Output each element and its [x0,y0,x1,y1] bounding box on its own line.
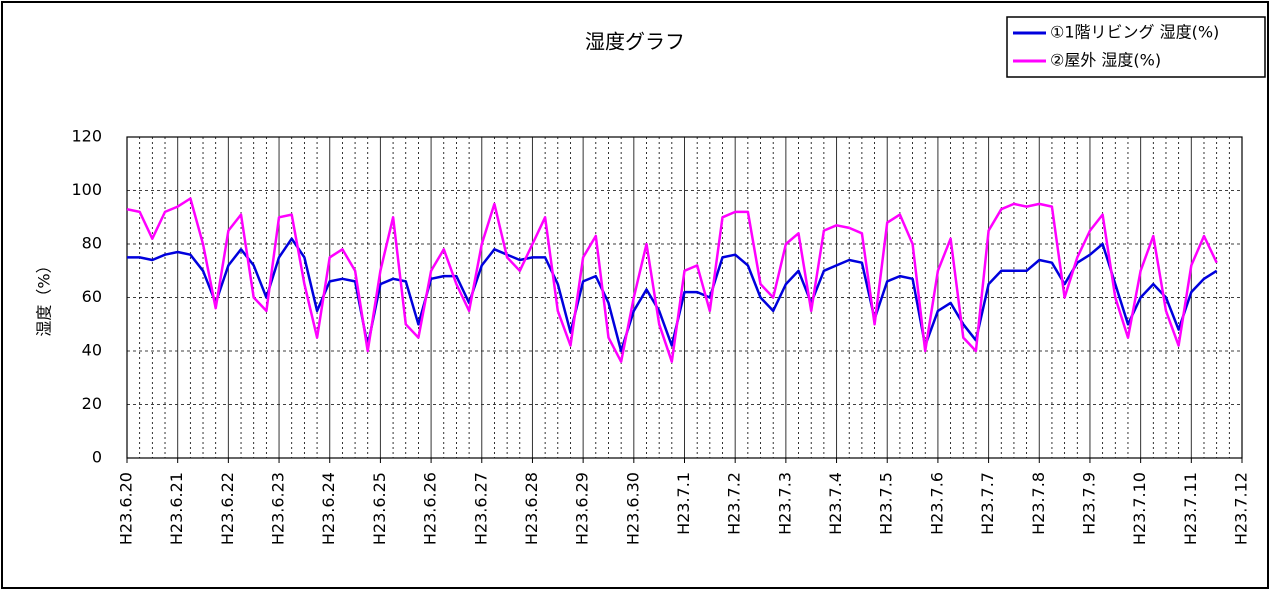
legend-label: ②屋外 湿度(%) [1050,51,1161,70]
x-tick-label: H23.6.26 [421,472,440,545]
y-tick-label: 40 [82,341,102,360]
plot-border [126,136,1243,459]
y-tick-label: 20 [82,394,102,413]
data-line [127,237,1218,353]
x-tick-label: H23.7.2 [725,472,744,535]
x-tick-label: H23.7.4 [826,472,845,535]
data-line [126,197,1218,363]
chart-title: 湿度グラフ [585,30,685,54]
x-tick-label: H23.6.21 [167,472,186,545]
x-tick-label: H23.6.30 [623,472,642,545]
x-tick-label: H23.6.29 [573,472,592,545]
x-tick-label: H23.7.1 [674,472,693,535]
x-tick-label: H23.7.5 [877,472,896,535]
y-tick-label: 100 [71,180,102,199]
y-tick-label: 0 [92,448,102,467]
x-tick-label: H23.6.24 [319,472,338,545]
x-tick-label: H23.7.12 [1232,472,1251,545]
legend-box [1006,16,1266,78]
x-tick-label: H23.6.27 [471,472,490,545]
x-tick-label: H23.7.6 [927,472,946,535]
x-tick-label: H23.7.10 [1130,472,1149,545]
y-tick-label: 60 [82,287,102,306]
x-tick-label: H23.7.3 [775,472,794,535]
y-axis-label: 湿度（%） [35,257,54,336]
legend-label: ①1階リビング 湿度(%) [1050,23,1219,42]
y-tick-label: 120 [71,127,102,146]
x-tick-label: H23.7.9 [1079,472,1098,535]
y-tick-label: 80 [82,234,102,253]
x-tick-label: H23.7.8 [1029,472,1048,535]
x-tick-label: H23.6.23 [269,472,288,545]
x-tick-label: H23.6.28 [522,472,541,545]
x-tick-label: H23.6.25 [370,472,389,545]
x-tick-label: H23.6.20 [117,472,136,545]
x-tick-label: H23.7.7 [978,472,997,535]
x-tick-label: H23.7.11 [1181,472,1200,545]
x-tick-label: H23.6.22 [218,472,237,545]
